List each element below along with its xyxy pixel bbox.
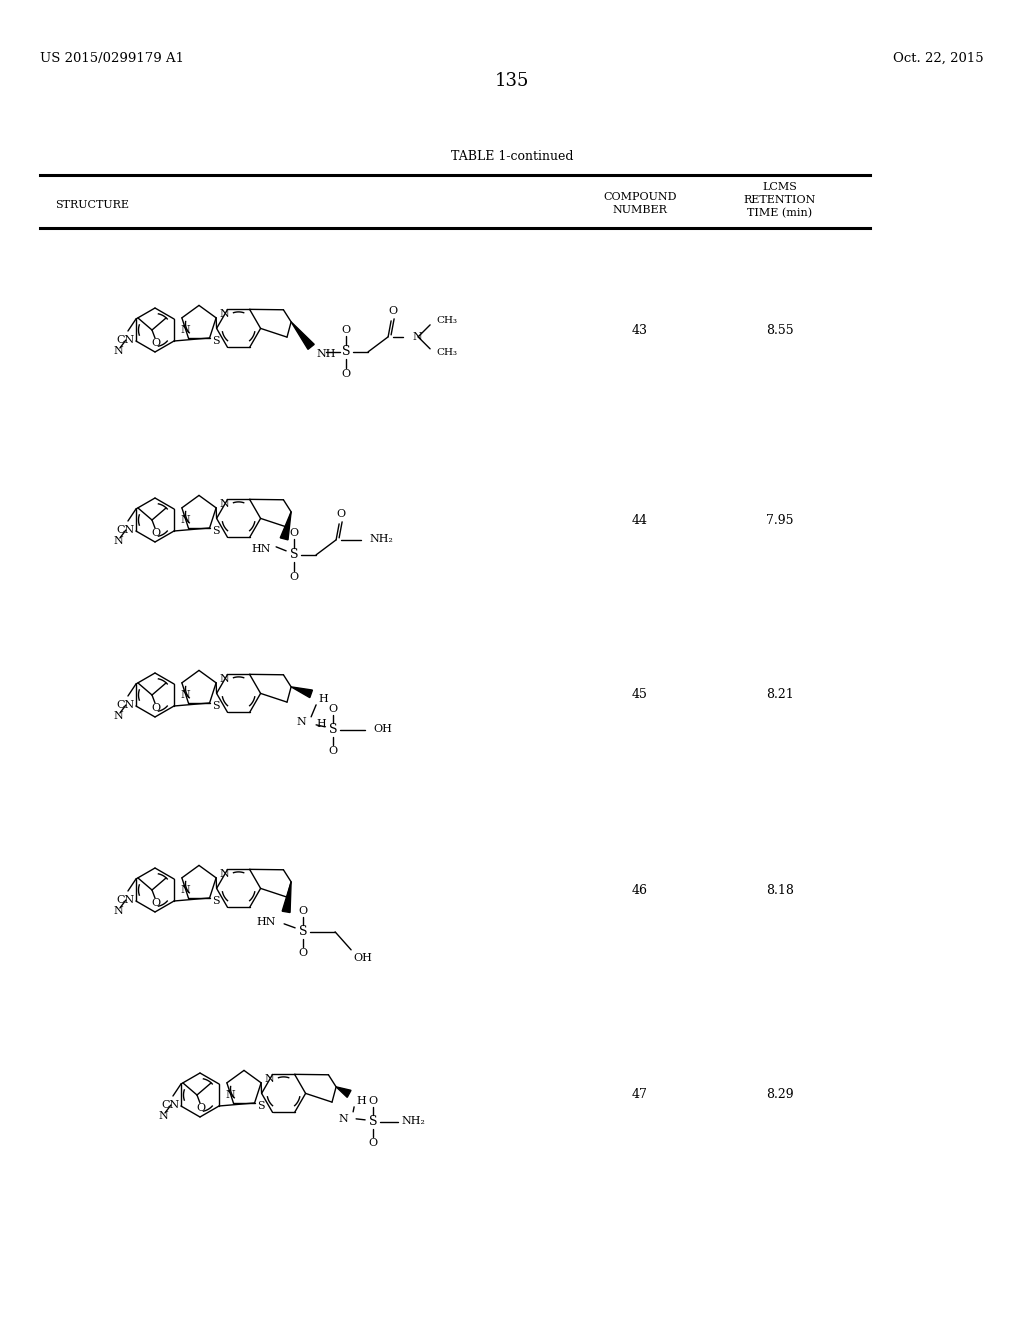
- Text: TABLE 1-continued: TABLE 1-continued: [451, 150, 573, 162]
- Polygon shape: [291, 686, 312, 698]
- Text: O: O: [299, 906, 307, 916]
- Text: H: H: [316, 719, 326, 729]
- Text: OH: OH: [353, 953, 372, 962]
- Text: N: N: [296, 717, 306, 727]
- Text: 8.18: 8.18: [766, 883, 794, 896]
- Text: O: O: [342, 325, 350, 335]
- Text: NH: NH: [316, 348, 336, 359]
- Text: S: S: [369, 1115, 378, 1129]
- Text: N: N: [180, 690, 190, 700]
- Text: CH₃: CH₃: [436, 348, 457, 358]
- Text: CN: CN: [117, 335, 135, 345]
- Text: S: S: [257, 1101, 264, 1111]
- Text: S: S: [290, 548, 298, 561]
- Text: 46: 46: [632, 883, 648, 896]
- Text: H: H: [318, 694, 328, 704]
- Text: N: N: [158, 1111, 168, 1121]
- Text: CN: CN: [117, 895, 135, 906]
- Text: O: O: [290, 528, 299, 537]
- Text: US 2015/0299179 A1: US 2015/0299179 A1: [40, 51, 184, 65]
- Text: O: O: [152, 528, 161, 539]
- Text: NUMBER: NUMBER: [612, 205, 668, 215]
- Text: S: S: [299, 925, 307, 939]
- Polygon shape: [281, 512, 291, 540]
- Polygon shape: [291, 322, 314, 350]
- Text: N: N: [180, 325, 190, 335]
- Text: OH: OH: [373, 723, 392, 734]
- Text: S: S: [212, 701, 219, 711]
- Text: O: O: [369, 1096, 378, 1106]
- Text: S: S: [329, 723, 337, 737]
- Text: 47: 47: [632, 1089, 648, 1101]
- Text: N: N: [412, 331, 422, 342]
- Text: N: N: [113, 906, 123, 916]
- Text: O: O: [342, 368, 350, 379]
- Text: N: N: [219, 673, 229, 684]
- Text: N: N: [219, 869, 229, 879]
- Text: 135: 135: [495, 73, 529, 90]
- Text: HN: HN: [252, 544, 271, 554]
- Text: HN: HN: [257, 917, 276, 927]
- Text: O: O: [337, 508, 346, 519]
- Text: O: O: [329, 704, 338, 714]
- Text: 45: 45: [632, 689, 648, 701]
- Text: NH₂: NH₂: [369, 533, 393, 544]
- Text: N: N: [113, 346, 123, 356]
- Text: N: N: [180, 515, 190, 525]
- Text: H: H: [356, 1096, 366, 1106]
- Text: O: O: [388, 306, 397, 315]
- Text: N: N: [180, 884, 190, 895]
- Text: S: S: [212, 337, 219, 346]
- Text: Oct. 22, 2015: Oct. 22, 2015: [893, 51, 984, 65]
- Text: S: S: [342, 346, 350, 358]
- Text: RETENTION: RETENTION: [743, 195, 816, 205]
- Text: O: O: [197, 1104, 206, 1113]
- Text: O: O: [290, 572, 299, 582]
- Text: LCMS: LCMS: [763, 182, 798, 191]
- Text: CN: CN: [117, 700, 135, 710]
- Text: CN: CN: [162, 1100, 180, 1110]
- Text: N: N: [264, 1074, 274, 1084]
- Text: 43: 43: [632, 323, 648, 337]
- Text: N: N: [113, 711, 123, 721]
- Text: O: O: [152, 704, 161, 713]
- Text: 44: 44: [632, 513, 648, 527]
- Text: N: N: [219, 309, 229, 319]
- Text: 7.95: 7.95: [766, 513, 794, 527]
- Text: 8.29: 8.29: [766, 1089, 794, 1101]
- Text: N: N: [338, 1114, 348, 1123]
- Text: N: N: [113, 536, 123, 546]
- Text: CH₃: CH₃: [436, 317, 457, 325]
- Text: O: O: [369, 1138, 378, 1148]
- Text: TIME (min): TIME (min): [748, 209, 813, 218]
- Text: O: O: [329, 746, 338, 756]
- Polygon shape: [283, 882, 291, 912]
- Text: 8.21: 8.21: [766, 689, 794, 701]
- Text: STRUCTURE: STRUCTURE: [55, 201, 129, 210]
- Text: N: N: [225, 1090, 236, 1100]
- Text: S: S: [212, 525, 219, 536]
- Polygon shape: [336, 1086, 351, 1097]
- Text: CN: CN: [117, 525, 135, 535]
- Text: COMPOUND: COMPOUND: [603, 191, 677, 202]
- Text: S: S: [212, 896, 219, 906]
- Text: O: O: [152, 338, 161, 348]
- Text: O: O: [152, 898, 161, 908]
- Text: NH₂: NH₂: [401, 1115, 425, 1126]
- Text: O: O: [299, 948, 307, 958]
- Text: 8.55: 8.55: [766, 323, 794, 337]
- Text: N: N: [219, 499, 229, 508]
